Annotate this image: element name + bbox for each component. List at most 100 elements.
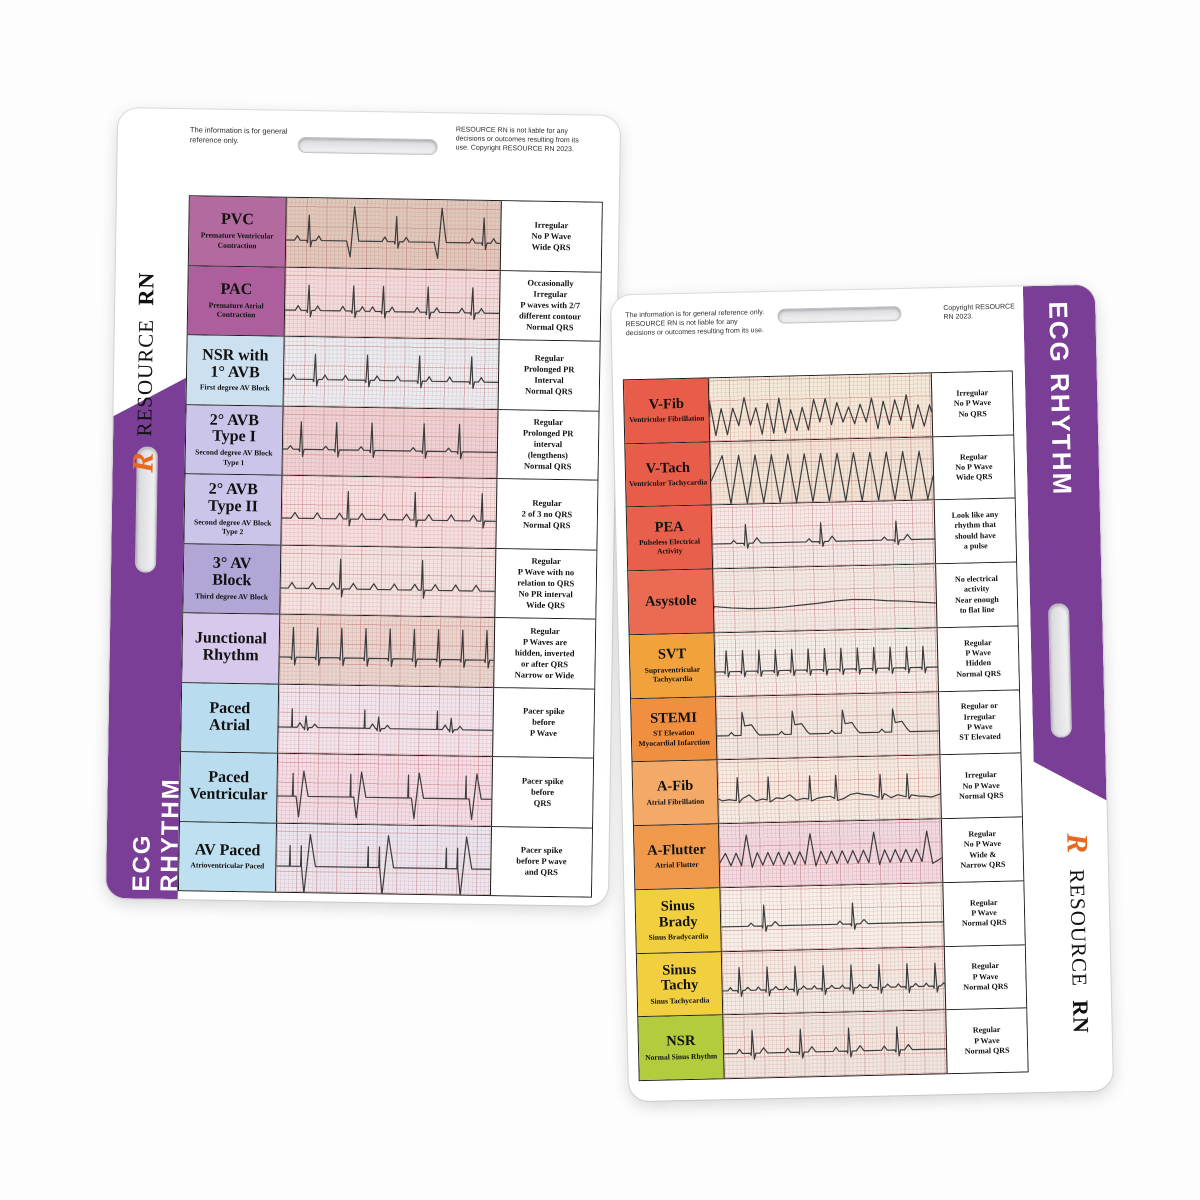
ecg-waveform <box>285 267 500 339</box>
ecg-waveform <box>713 565 936 633</box>
rhythm-row: Sinus Brady Sinus Bradycardia Regular P … <box>635 880 1025 953</box>
rhythm-row: A-Flutter Atrial Flutter Regular No P Wa… <box>633 816 1024 890</box>
rhythm-abbr: 2° AVB Type I <box>209 411 260 446</box>
rhythm-abbr: SVT <box>657 646 687 663</box>
rhythm-label: A-Fib Atrial Fibrillation <box>632 760 719 826</box>
rhythm-abbr: PEA <box>654 518 684 536</box>
rhythm-abbr: STEMI <box>649 709 698 727</box>
ecg-waveform <box>278 684 493 756</box>
brand-logo: R RESOURCE RN <box>1059 833 1098 1074</box>
rhythm-abbr: A-Fib <box>656 778 694 796</box>
rhythm-row: Asystole No electrical activity Near eno… <box>628 561 1018 635</box>
rhythm-fullname: Atrioventricular Paced <box>190 860 265 871</box>
ecg-strip <box>281 475 498 548</box>
rhythm-description: Regular P Wave Normal QRS <box>944 944 1027 1010</box>
rhythm-fullname: Second degree AV Block Type 1 <box>195 447 273 467</box>
rhythm-description: Regular 2 of 3 no QRS Normal QRS <box>496 479 598 550</box>
rhythm-label: Sinus Tachy Sinus Tachycardia <box>636 951 724 1017</box>
rhythm-row: NSR Normal Sinus Rhythm Regular P Wave N… <box>638 1007 1028 1081</box>
ecg-waveform <box>719 819 942 887</box>
brand-name: RESOURCE <box>132 318 158 437</box>
ecg-strip <box>723 1010 948 1079</box>
rhythm-row: NSR with 1° AVB First degree AV Block Re… <box>186 334 600 411</box>
rhythm-description: Irregular No P Wave Normal QRS <box>940 753 1022 819</box>
rhythm-description: Regular No P Wave Wide & Narrow QRS <box>941 817 1024 883</box>
rhythm-label: Junctional Rhythm <box>182 613 281 684</box>
ecg-waveform <box>716 692 939 760</box>
rhythm-abbr: Sinus Brady <box>658 898 698 931</box>
rhythm-fullname: Ventricular Fibrillation <box>629 413 705 425</box>
resource-rn-logo-icon: R <box>1060 832 1094 855</box>
rhythm-label: 3° AV Block Third degree AV Block <box>183 543 282 614</box>
rhythm-label: AV Paced Atrioventricular Paced <box>178 821 278 892</box>
rhythm-label: Sinus Brady Sinus Bradycardia <box>635 888 722 953</box>
rhythm-fullname: Atrial Fibrillation <box>646 796 705 807</box>
ecg-waveform <box>286 198 501 270</box>
rhythm-row: AV Paced Atrioventricular Paced Pacer sp… <box>178 820 592 897</box>
ecg-strip <box>717 755 942 824</box>
rhythm-label: PAC Premature Atrial Contraction <box>187 265 286 336</box>
ecg-waveform <box>717 756 940 824</box>
rhythm-label: Paced Atrial <box>181 682 280 753</box>
ecg-waveform <box>723 1011 946 1079</box>
brand-suffix: RN <box>1068 999 1094 1034</box>
rhythm-row: STEMI ST Elevation Myocardial Infarction… <box>631 689 1021 762</box>
rhythm-description: Irregular No P Wave No QRS <box>931 371 1014 437</box>
brand-suffix: RN <box>133 271 159 307</box>
ecg-waveform <box>709 373 932 441</box>
ecg-strip <box>285 197 502 270</box>
rhythm-row: 2° AVB Type I Second degree AV Block Typ… <box>185 403 599 480</box>
rhythm-abbr: Sinus Tachy <box>660 961 699 994</box>
rhythm-description: Occasionally Irregular P waves with 2/7 … <box>499 270 601 341</box>
rhythm-fullname: Premature Atrial Contraction <box>208 300 264 320</box>
resource-rn-logo-icon: R <box>126 451 160 473</box>
rhythm-abbr: 3° AV Block <box>212 554 252 590</box>
ecg-strip <box>710 437 935 505</box>
rhythm-row: Paced Atrial Pacer spike before P Wave <box>181 681 595 758</box>
ecg-waveform <box>710 437 933 505</box>
rhythm-abbr: PVC <box>220 211 255 229</box>
ecg-strip <box>279 614 496 687</box>
ecg-waveform <box>277 754 492 826</box>
rhythm-fullname: Normal Sinus Rhythm <box>645 1051 718 1062</box>
rhythm-row: PAC Premature Atrial Contraction Occasio… <box>187 264 601 341</box>
rhythm-label: A-Flutter Atrial Flutter <box>633 824 721 890</box>
rhythm-abbr: Junctional Rhythm <box>194 629 268 665</box>
rhythm-fullname: Sinus Tachycardia <box>650 995 710 1006</box>
ecg-waveform <box>279 615 494 687</box>
rhythm-row: Paced Ventricular Pacer spike before QRS <box>180 751 594 828</box>
rhythm-description: Pacer spike before P wave and QRS <box>490 826 592 897</box>
rhythm-description: Irregular No P Wave Wide QRS <box>500 201 602 272</box>
rhythm-table: V-Fib Ventricular Fibrillation Irregular… <box>622 370 1029 1082</box>
disclaimer-text: The information is for general reference… <box>625 309 765 338</box>
rhythm-description: Regular or Irregular P Wave ST Elevated <box>938 690 1021 755</box>
ecg-waveform <box>715 628 938 696</box>
ecg-strip <box>721 946 947 1015</box>
rhythm-label: V-Fib Ventricular Fibrillation <box>623 378 711 444</box>
ecg-strip <box>708 373 934 442</box>
rhythm-description: Regular P Wave Normal QRS <box>946 1008 1028 1074</box>
ecg-strip <box>718 819 944 888</box>
ecg-strip <box>711 500 937 569</box>
rhythm-label: 2° AVB Type II Second degree AV Block Ty… <box>184 474 283 545</box>
ecg-waveform <box>284 337 499 409</box>
liability-text: RESOURCE RN is not liable for any decisi… <box>455 126 579 154</box>
ecg-strip <box>716 691 941 760</box>
rhythm-abbr: V-Tach <box>645 459 691 477</box>
ecg-waveform <box>276 823 491 895</box>
rhythm-description: Regular No P Wave Wide QRS <box>933 435 1015 500</box>
ecg-waveform <box>712 501 935 569</box>
rhythm-table: PVC Premature Ventricular Contraction Ir… <box>177 195 603 898</box>
badge-slot-horizontal <box>297 136 438 156</box>
ecg-strip <box>277 753 494 826</box>
rhythm-abbr: Paced Ventricular <box>189 769 268 804</box>
rhythm-description: Regular Prolonged PR Interval Normal QRS <box>498 340 600 411</box>
rhythm-row: 3° AV Block Third degree AV Block Regula… <box>183 542 597 619</box>
rhythm-abbr: PAC <box>220 280 253 299</box>
ecg-strip <box>278 684 495 757</box>
ecg-waveform <box>720 883 943 951</box>
rhythm-fullname: ST Elevation Myocardial Infarction <box>638 728 710 748</box>
copyright-text: Copyright RESOURCE RN 2023. <box>943 303 1015 322</box>
ecg-rhythm-card-left: The information is for general reference… <box>105 108 621 906</box>
rhythm-fullname: First degree AV Block <box>199 382 270 393</box>
